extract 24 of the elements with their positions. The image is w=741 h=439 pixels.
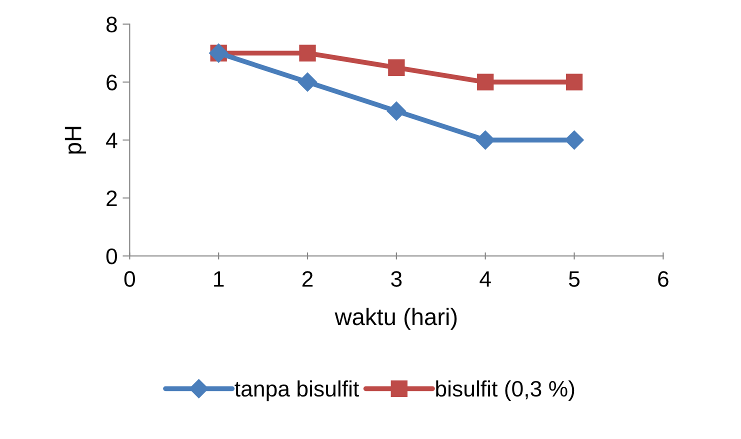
- x-tick-label: 3: [391, 271, 402, 287]
- x-tick-label: 0: [124, 271, 135, 287]
- point: [298, 72, 318, 92]
- point: [386, 102, 406, 121]
- x-axis-title: waktu (hari): [334, 308, 457, 330]
- point: [299, 44, 316, 62]
- x-tick-label: 6: [658, 271, 668, 287]
- x-tick-label: 1: [214, 271, 224, 287]
- point: [566, 74, 583, 90]
- y-axis-title: pH: [64, 126, 86, 154]
- legend-label: tanpa bisulfit: [234, 380, 360, 402]
- y-tick-label: 2: [106, 190, 117, 206]
- point: [564, 130, 584, 150]
- point: [477, 74, 494, 90]
- point: [388, 59, 405, 76]
- x-tick-label: 4: [480, 271, 491, 287]
- x-tick-label: 5: [568, 271, 580, 287]
- x-tick-label: 2: [302, 271, 313, 287]
- y-tick-label: 6: [106, 74, 117, 90]
- y-tick-label: 0: [106, 248, 117, 264]
- y-tick-label: 8: [106, 16, 117, 32]
- legend-label: bisulfit (0,3 %): [436, 380, 574, 402]
- y-tick-label: 4: [106, 132, 118, 148]
- point: [476, 130, 495, 150]
